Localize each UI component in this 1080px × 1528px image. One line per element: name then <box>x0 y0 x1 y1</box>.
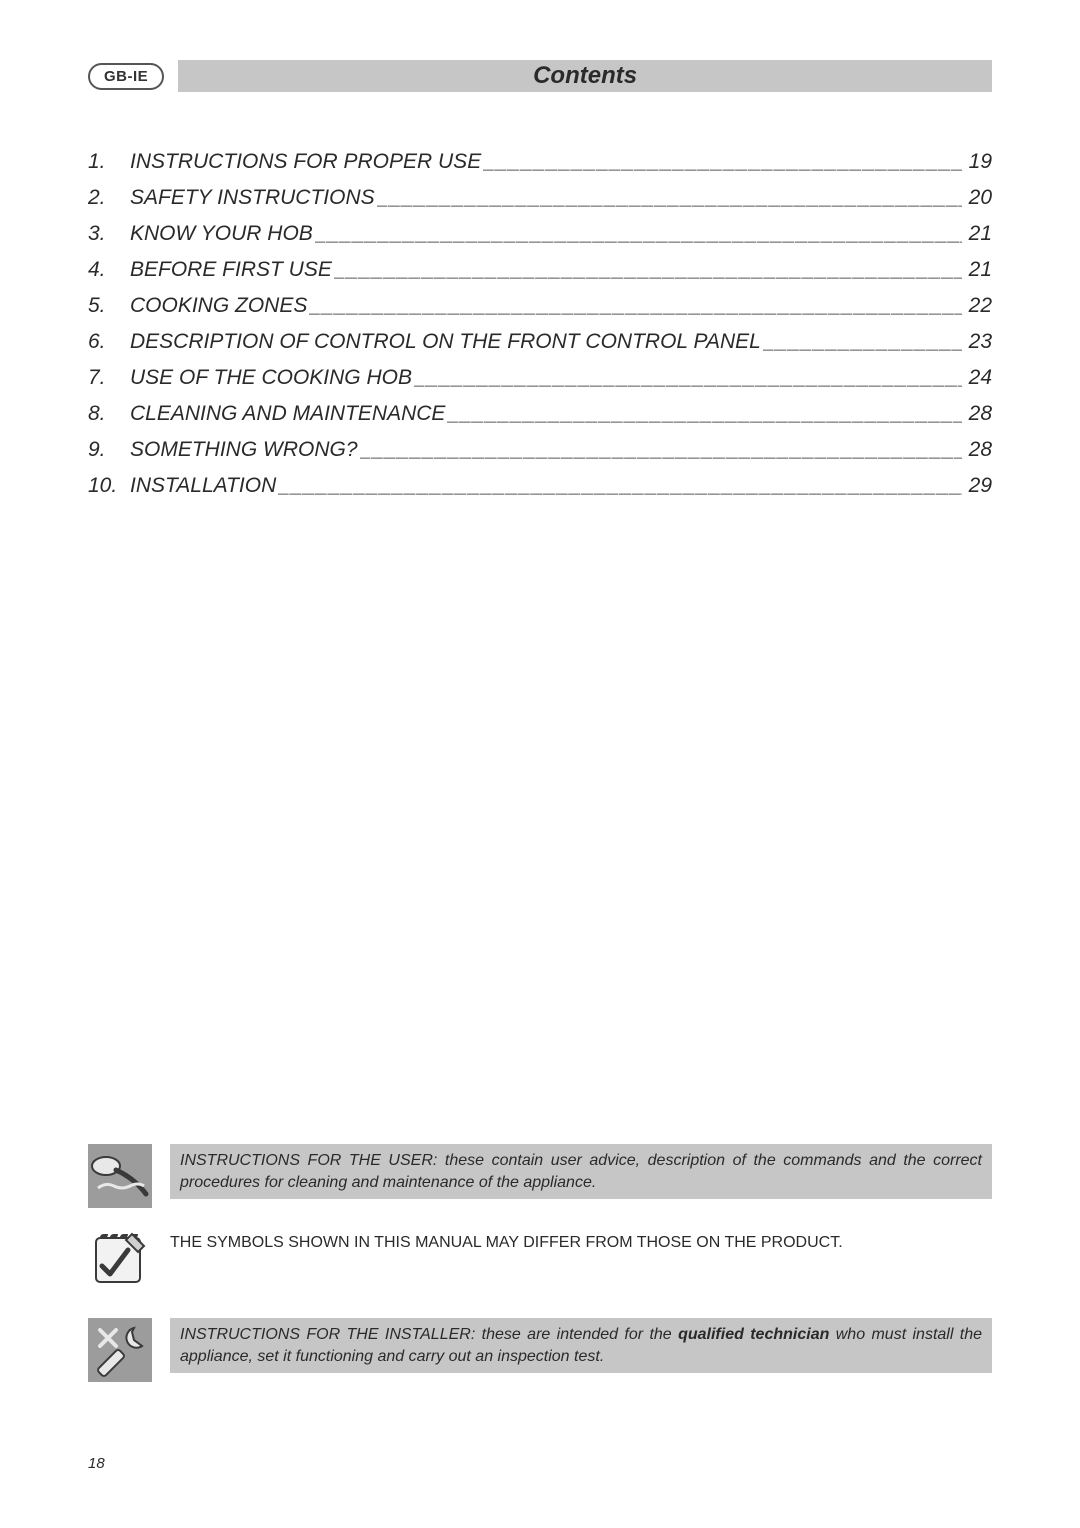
toc-num: 3. <box>88 222 130 246</box>
toc-page: 19 <box>962 150 992 174</box>
toc-row: 8. CLEANING AND MAINTENANCE 28 <box>88 402 992 426</box>
toc-page: 28 <box>962 438 992 462</box>
toc-row: 5. COOKING ZONES 22 <box>88 294 992 318</box>
toc-num: 8. <box>88 402 130 426</box>
toc-num: 1. <box>88 150 130 174</box>
toc-num: 10. <box>88 474 130 498</box>
toc-leader <box>315 222 962 246</box>
note-installer-bold: qualified technician <box>678 1326 829 1343</box>
note-user-prefix: INSTRUCTIONS FOR THE USER: <box>180 1152 445 1169</box>
toc-row: 9. SOMETHING WRONG? 28 <box>88 438 992 462</box>
toc-leader <box>483 150 962 174</box>
language-badge: GB-IE <box>88 63 164 90</box>
toc-title: COOKING ZONES <box>130 294 309 318</box>
page-title: Contents <box>533 62 637 90</box>
toc-row: 4. BEFORE FIRST USE 21 <box>88 258 992 282</box>
toc-leader <box>309 294 962 318</box>
toc-title: INSTALLATION <box>130 474 278 498</box>
note-user: INSTRUCTIONS FOR THE USER: these contain… <box>88 1144 992 1208</box>
toc-title: KNOW YOUR HOB <box>130 222 315 246</box>
toc-num: 5. <box>88 294 130 318</box>
toc-page: 29 <box>962 474 992 498</box>
toc-page: 23 <box>962 330 992 354</box>
toc-row: 3. KNOW YOUR HOB 21 <box>88 222 992 246</box>
toc-row: 10. INSTALLATION 29 <box>88 474 992 498</box>
note-symbols: THE SYMBOLS SHOWN IN THIS MANUAL MAY DIF… <box>88 1226 992 1290</box>
table-of-contents: 1. INSTRUCTIONS FOR PROPER USE 19 2. SAF… <box>88 150 992 498</box>
page: GB-IE Contents 1. INSTRUCTIONS FOR PROPE… <box>0 0 1080 1528</box>
toc-leader <box>360 438 962 462</box>
toc-title: CLEANING AND MAINTENANCE <box>130 402 447 426</box>
notepad-icon <box>88 1226 152 1290</box>
note-installer-mid: these are intended for the <box>482 1326 678 1343</box>
toc-row: 7. USE OF THE COOKING HOB 24 <box>88 366 992 390</box>
toc-leader <box>377 186 962 210</box>
title-bar: Contents <box>178 60 992 92</box>
note-user-text: INSTRUCTIONS FOR THE USER: these contain… <box>170 1144 992 1199</box>
toc-num: 4. <box>88 258 130 282</box>
toc-leader <box>278 474 962 498</box>
toc-num: 9. <box>88 438 130 462</box>
note-installer-prefix: INSTRUCTIONS FOR THE INSTALLER: <box>180 1326 482 1343</box>
note-installer-text: INSTRUCTIONS FOR THE INSTALLER: these ar… <box>170 1318 992 1373</box>
toc-page: 28 <box>962 402 992 426</box>
toc-title: DESCRIPTION OF CONTROL ON THE FRONT CONT… <box>130 330 763 354</box>
toc-leader <box>334 258 962 282</box>
page-number: 18 <box>88 1455 105 1472</box>
wrench-icon <box>88 1318 152 1382</box>
note-installer: INSTRUCTIONS FOR THE INSTALLER: these ar… <box>88 1318 992 1382</box>
toc-page: 20 <box>962 186 992 210</box>
toc-title: USE OF THE COOKING HOB <box>130 366 414 390</box>
toc-title: SAFETY INSTRUCTIONS <box>130 186 377 210</box>
toc-page: 21 <box>962 222 992 246</box>
toc-leader <box>414 366 962 390</box>
toc-leader <box>447 402 962 426</box>
toc-title: BEFORE FIRST USE <box>130 258 334 282</box>
note-symbols-text: THE SYMBOLS SHOWN IN THIS MANUAL MAY DIF… <box>170 1226 992 1260</box>
header-row: GB-IE Contents <box>88 60 992 92</box>
toc-row: 2. SAFETY INSTRUCTIONS 20 <box>88 186 992 210</box>
toc-page: 21 <box>962 258 992 282</box>
toc-num: 2. <box>88 186 130 210</box>
toc-num: 6. <box>88 330 130 354</box>
spoon-icon <box>88 1144 152 1208</box>
toc-row: 6. DESCRIPTION OF CONTROL ON THE FRONT C… <box>88 330 992 354</box>
toc-title: SOMETHING WRONG? <box>130 438 360 462</box>
toc-num: 7. <box>88 366 130 390</box>
toc-title: INSTRUCTIONS FOR PROPER USE <box>130 150 483 174</box>
toc-page: 24 <box>962 366 992 390</box>
notes-section: INSTRUCTIONS FOR THE USER: these contain… <box>88 1144 992 1400</box>
toc-page: 22 <box>962 294 992 318</box>
toc-leader <box>763 330 962 354</box>
toc-row: 1. INSTRUCTIONS FOR PROPER USE 19 <box>88 150 992 174</box>
